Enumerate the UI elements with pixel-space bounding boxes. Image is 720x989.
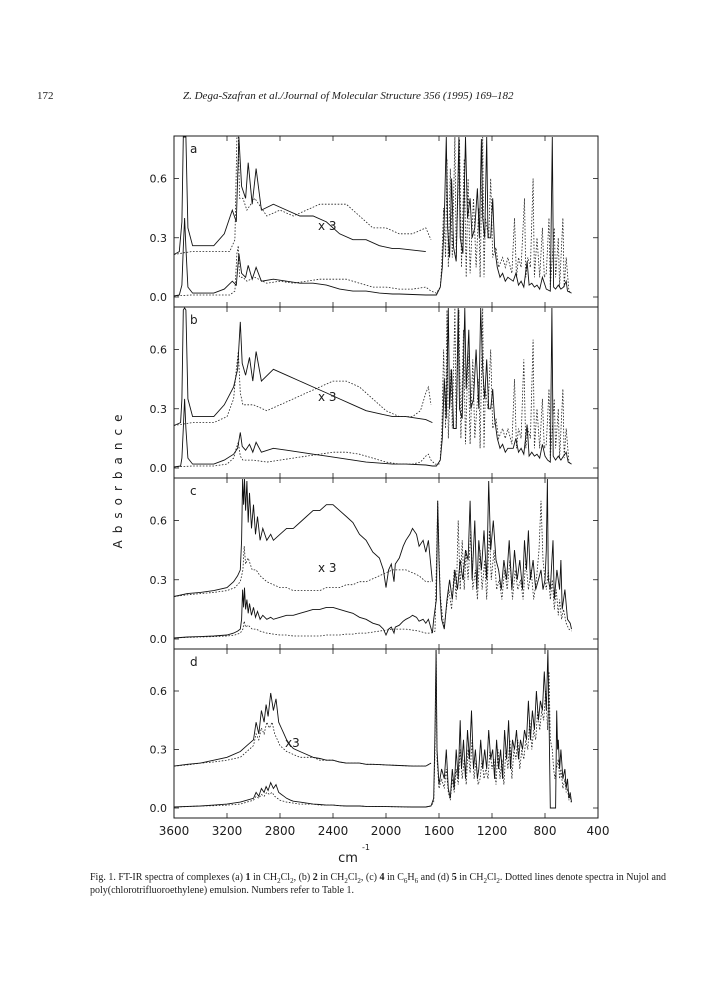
x-tick-label: 2800	[265, 824, 296, 838]
y-tick-label: 0.3	[150, 232, 168, 245]
dotted-spectrum-x3	[173, 136, 432, 255]
caption-segment: . Dotted lines denote spectra in Nujol a…	[90, 872, 666, 896]
caption-segment: 2	[344, 877, 348, 885]
caption-segment: 2	[277, 877, 281, 885]
caption-segment: 2	[496, 877, 500, 885]
panel-b: 0.0 0.3 0.6 b x 3	[150, 306, 599, 478]
y-tick-label: 0.6	[150, 173, 168, 186]
dotted-spectrum	[173, 136, 572, 297]
x-tick-label: 3200	[212, 824, 243, 838]
x-tick-label: 400	[587, 824, 610, 838]
y-axis-label: Absorbance	[111, 408, 125, 549]
solid-spectrum-x3	[173, 478, 433, 597]
caption-segment: Cl	[486, 872, 497, 883]
x-tick-label: 800	[534, 824, 557, 838]
x-tick-label: 2000	[371, 824, 402, 838]
caption-segment: 4	[379, 872, 385, 883]
y-tick-label: 0.6	[150, 344, 168, 357]
scale-label: x 3	[318, 561, 337, 575]
caption-segment: and (d)	[418, 872, 452, 883]
y-tick-label: 0.3	[150, 574, 168, 587]
caption-segment: in CH	[456, 872, 484, 883]
solid-spectrum-x3	[173, 136, 426, 255]
x-tick-label: 1600	[424, 824, 455, 838]
scale-label: x 3	[318, 390, 337, 404]
caption-segment: 2	[290, 877, 294, 885]
caption-segment: 5	[451, 872, 457, 883]
panel-label: c	[190, 484, 197, 498]
scale-label: x3	[285, 736, 300, 750]
caption-segment: 2	[483, 877, 487, 885]
caption-label: Fig. 1.	[90, 872, 116, 883]
x-axis-label-superscript: -1	[362, 843, 370, 852]
caption-segment: , (b)	[293, 872, 313, 883]
x-tick-label: 3600	[159, 824, 190, 838]
y-tick-label: 0.3	[150, 744, 168, 757]
ftir-figure: 0.00.30.6ax 30.00.30.6bx 30.00.30.6cx 30…	[111, 135, 610, 866]
caption-segment: Cl	[280, 872, 291, 883]
figure-caption: Fig. 1. FT-IR spectra of complexes (a) 1…	[90, 871, 670, 897]
caption-segment: FT-IR spectra of complexes (a)	[118, 872, 246, 883]
panel-label: b	[190, 313, 198, 327]
scale-label: x 3	[318, 219, 337, 233]
caption-segment: 2	[357, 877, 361, 885]
caption-segment: 6	[414, 877, 419, 885]
y-tick-label: 0.0	[150, 802, 168, 815]
panel-a: 0.0 0.3 0.6 a x 3	[150, 136, 599, 307]
dotted-spectrum	[173, 307, 572, 468]
caption-segment: in C	[384, 872, 404, 883]
dotted-spectrum-x3	[173, 351, 432, 426]
caption-text: FT-IR spectra of complexes (a) 1 in CH2C…	[90, 872, 666, 896]
dotted-spectrum	[173, 649, 572, 808]
solid-spectrum	[173, 478, 572, 639]
caption-segment: 6	[403, 877, 408, 885]
dotted-spectrum	[173, 500, 572, 639]
caption-segment: H	[407, 872, 415, 883]
panel-label: a	[190, 142, 197, 156]
y-tick-label: 0.0	[150, 462, 168, 475]
y-tick-label: 0.6	[150, 685, 168, 698]
x-axis-label: cm	[338, 851, 358, 866]
running-title: Z. Dega-Szafran et al./Journal of Molecu…	[183, 90, 514, 102]
caption-segment: 1	[245, 872, 251, 883]
running-header: 172 Z. Dega-Szafran et al./Journal of Mo…	[0, 90, 720, 106]
caption-segment: , (c)	[360, 872, 380, 883]
panel-d: 0.0 0.3 0.6 d x3	[150, 648, 599, 818]
dotted-spectrum-x3	[173, 720, 432, 767]
solid-spectrum	[173, 307, 572, 468]
caption-segment: in CH	[250, 872, 278, 883]
solid-spectrum	[173, 136, 572, 297]
y-tick-label: 0.6	[150, 515, 168, 528]
panel-label: d	[190, 655, 198, 669]
caption-segment: 2	[312, 872, 318, 883]
x-tick-label: 1200	[477, 824, 508, 838]
solid-spectrum	[173, 649, 572, 809]
panel-c: 0.0 0.3 0.6 c x 3	[150, 477, 599, 649]
page-number: 172	[37, 90, 54, 102]
caption-segment: Cl	[347, 872, 358, 883]
y-tick-label: 0.3	[150, 403, 168, 416]
y-tick-label: 0.0	[150, 291, 168, 304]
solid-spectrum-x3	[173, 692, 432, 767]
y-tick-label: 0.0	[150, 633, 168, 646]
solid-spectrum-x3	[173, 307, 433, 426]
x-tick-label: 2400	[318, 824, 349, 838]
caption-segment: in CH	[317, 872, 345, 883]
